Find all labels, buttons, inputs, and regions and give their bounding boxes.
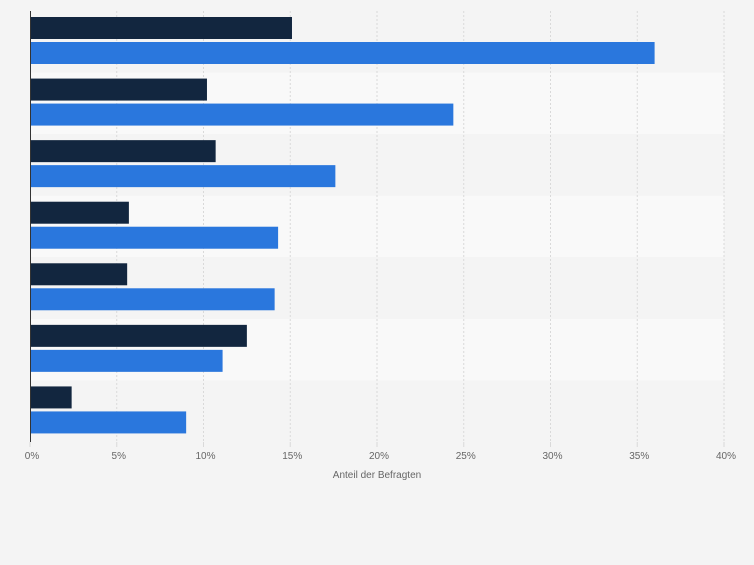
bar-series-2 — [30, 42, 655, 64]
bar-series-2 — [30, 165, 336, 188]
bar-series-2 — [30, 349, 223, 372]
x-tick-label: 25% — [456, 451, 476, 462]
bar-series-2 — [30, 411, 187, 434]
bar-series-1 — [30, 324, 247, 347]
x-tick-label: 30% — [542, 451, 562, 462]
bar-series-1 — [30, 17, 292, 39]
x-tick-label: 40% — [716, 451, 736, 462]
bar-series-2 — [30, 103, 454, 126]
x-axis-title: Anteil der Befragten — [333, 470, 421, 481]
bar-series-1 — [30, 140, 216, 163]
bar-series-1 — [30, 263, 128, 286]
x-tick-label: 10% — [195, 451, 215, 462]
bar-series-1 — [30, 78, 207, 101]
x-tick-label: 5% — [112, 451, 127, 462]
bar-series-2 — [30, 288, 275, 311]
bar-series-1 — [30, 201, 129, 224]
x-tick-label: 0% — [25, 451, 40, 462]
x-tick-label: 35% — [629, 451, 649, 462]
bar-series-2 — [30, 226, 279, 249]
bar-series-1 — [30, 386, 72, 409]
x-tick-label: 20% — [369, 451, 389, 462]
x-tick-label: 15% — [282, 451, 302, 462]
